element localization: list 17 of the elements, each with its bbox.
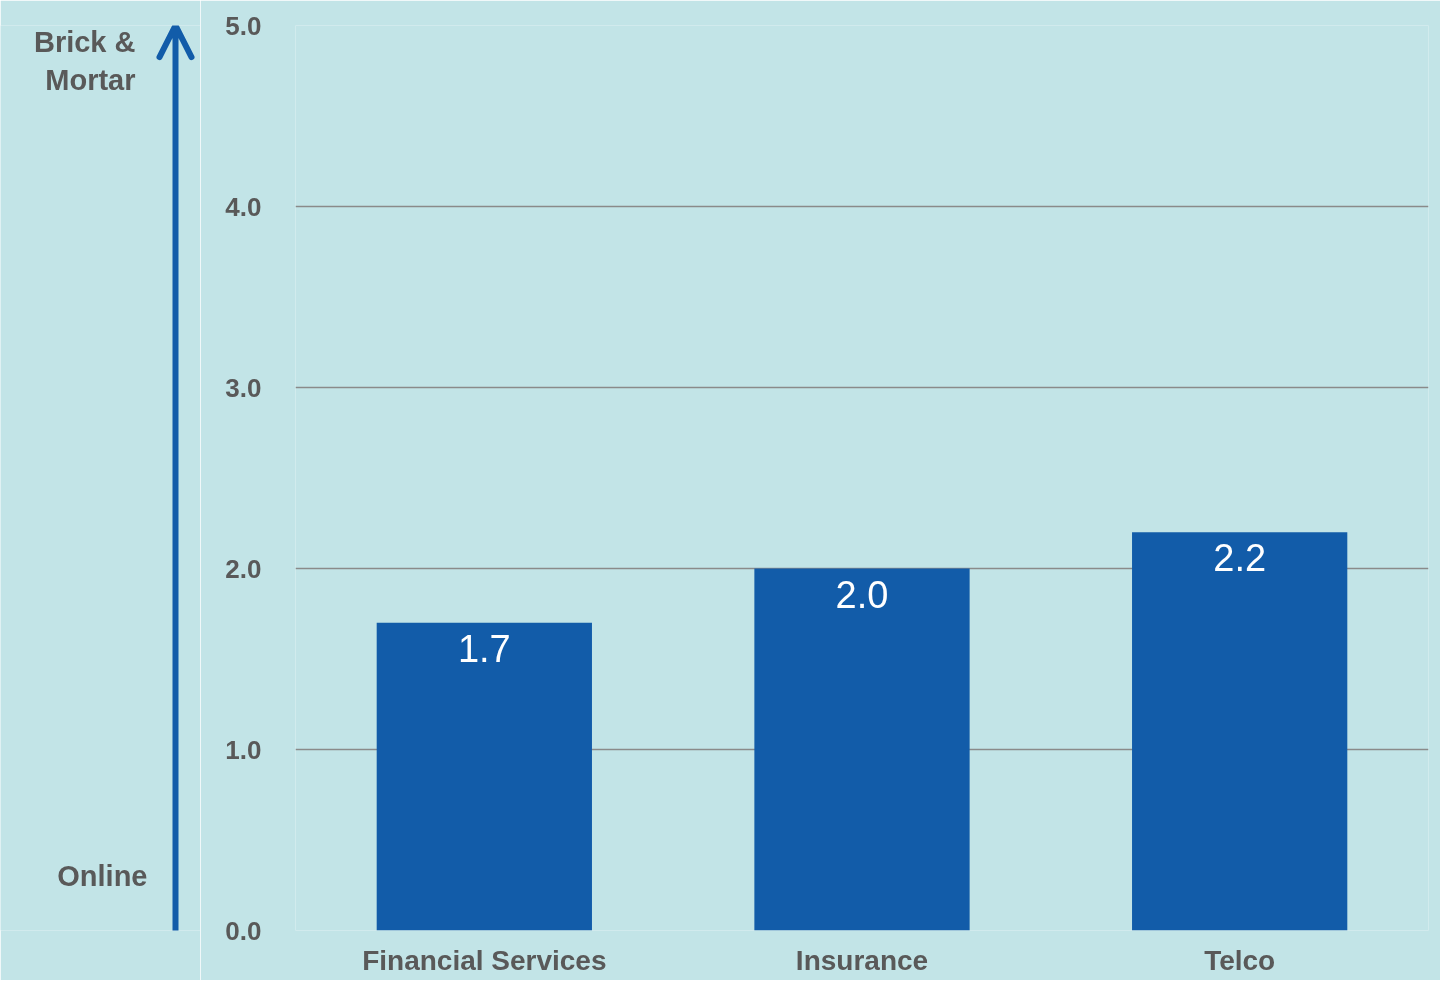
y-tick-label: 4.0 <box>225 191 262 222</box>
bar <box>754 568 970 931</box>
data-label: 2.0 <box>835 573 889 616</box>
y-tick-label: 2.0 <box>225 553 262 584</box>
text: Online <box>57 860 148 893</box>
data-label: 1.7 <box>457 627 511 670</box>
y-tick-label: 1.0 <box>225 734 262 765</box>
bar <box>1132 532 1348 931</box>
y-tick-label: 5.0 <box>225 10 262 41</box>
y-tick-label: 0.0 <box>225 915 262 946</box>
bar <box>376 622 592 931</box>
x-tick-label: Financial Services <box>362 944 607 976</box>
text: Brick & Mortar <box>33 25 136 96</box>
data-label: 2.2 <box>1213 537 1267 580</box>
x-tick-label: Insurance <box>795 944 929 976</box>
y-tick-label: 3.0 <box>225 372 262 403</box>
x-tick-label: Telco <box>1204 944 1276 976</box>
